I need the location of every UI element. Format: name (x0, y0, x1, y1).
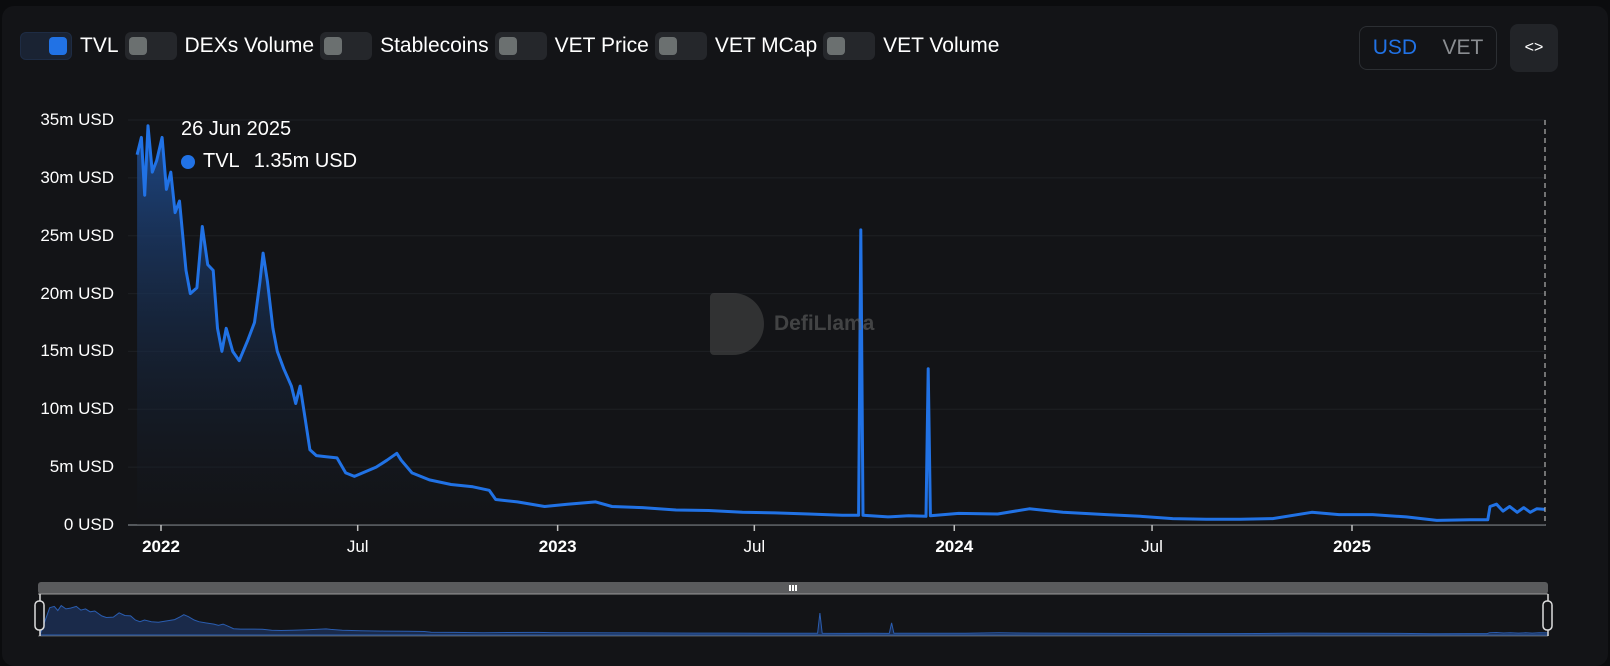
brush-right-handle[interactable] (1542, 594, 1553, 636)
toggle-label: VET Volume (883, 34, 1000, 57)
x-tick-label: 2025 (1333, 537, 1371, 556)
toggle-switch[interactable] (494, 32, 547, 60)
y-tick-label: 25m USD (40, 225, 114, 245)
series-toggles: TVL DEXs Volume Stablecoins VET Price VET MC… (20, 32, 1005, 60)
series-dot-icon (181, 154, 195, 169)
x-tick-label: Jul (1141, 537, 1163, 556)
y-tick-label: 0 USD (63, 515, 114, 534)
grid-lines (128, 119, 1546, 468)
toggle-switch[interactable] (20, 32, 72, 60)
y-tick-label: 30m USD (40, 167, 114, 187)
brush-move-handle-icon (789, 585, 797, 591)
currency-usd-option[interactable]: USD (1372, 36, 1418, 59)
toggle-knob (128, 37, 147, 55)
toggle-dexs-volume[interactable]: DEXs Volume (124, 32, 315, 60)
toggle-stablecoins[interactable]: Stablecoins (320, 32, 489, 60)
x-tick-label: 2023 (538, 537, 577, 556)
watermark-text: DefiLlama (774, 312, 875, 335)
tooltip-series-row: TVL 1.35m USD (181, 150, 357, 173)
y-tick-label: 10m USD (40, 399, 114, 419)
brush-left-handle[interactable] (34, 594, 45, 636)
toggle-switch[interactable] (124, 32, 177, 60)
toggle-knob (49, 37, 67, 55)
tooltip-series-name: TVL (203, 150, 240, 172)
tvl-area (137, 125, 1546, 526)
toggle-vet-price[interactable]: VET Price (494, 32, 649, 60)
x-tick-label: Jul (346, 537, 369, 556)
toggle-vet-mcap[interactable]: VET MCap (654, 32, 818, 60)
defillama-watermark: DefiLlama (710, 293, 874, 355)
toggle-label: VET MCap (714, 34, 818, 57)
toggle-switch[interactable] (654, 32, 707, 60)
brush-preview-area (39, 604, 1549, 636)
code-brackets-icon: <> (1524, 39, 1544, 56)
y-tick-label: 15m USD (40, 341, 114, 361)
tvl-line (135, 124, 1546, 522)
toggle-knob (498, 37, 517, 55)
toggle-label: VET Price (554, 34, 649, 57)
y-tick-label: 20m USD (40, 283, 114, 303)
currency-vet-option[interactable]: VET (1442, 36, 1484, 59)
x-ticks (160, 525, 1353, 531)
toggle-label: DEXs Volume (184, 34, 315, 57)
toggle-knob (827, 37, 846, 55)
y-tick-label: 35m USD (40, 110, 114, 129)
defillama-logo-icon (710, 293, 764, 355)
toggle-tvl[interactable]: TVL (20, 32, 119, 60)
toggle-switch[interactable] (823, 32, 876, 60)
tooltip-date: 26 Jun 2025 (181, 118, 292, 140)
tooltip-value: 1.35m USD (253, 150, 358, 172)
x-tick-label: 2024 (935, 537, 974, 556)
embed-button[interactable]: <> (1510, 24, 1558, 72)
toggle-vet-volume[interactable]: VET Volume (823, 32, 999, 60)
x-tick-label: 2022 (142, 537, 180, 556)
toggle-label: Stablecoins (380, 34, 489, 57)
x-tick-label: Jul (743, 537, 766, 556)
toggle-knob (324, 37, 343, 55)
toggle-label: TVL (80, 34, 119, 57)
toggle-switch[interactable] (320, 32, 373, 60)
y-tick-label: 5m USD (49, 457, 114, 477)
currency-switch: USD VET (1359, 26, 1497, 70)
toggle-knob (658, 37, 677, 55)
